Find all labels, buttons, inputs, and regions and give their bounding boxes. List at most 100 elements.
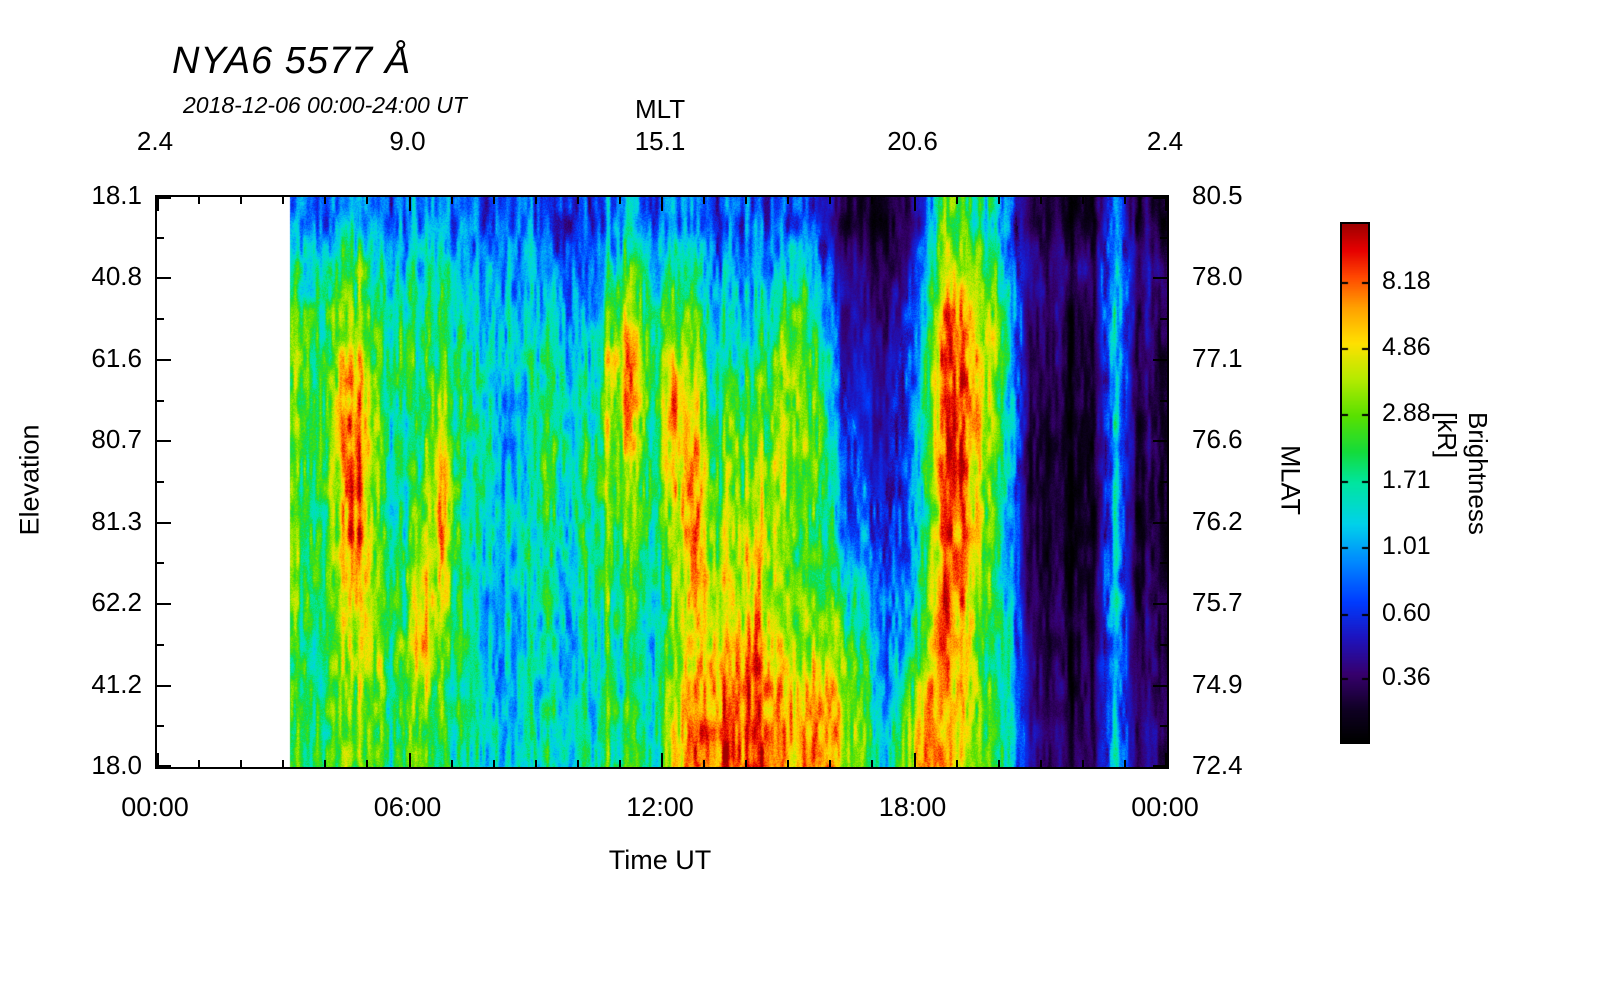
tick-mark <box>703 760 705 767</box>
tick-mark <box>745 760 747 767</box>
plot-title: NYA6 5577 Å <box>172 40 412 82</box>
tick-mark <box>787 197 789 204</box>
right-tick-label: 80.5 <box>1192 180 1243 210</box>
tick-mark <box>240 197 242 204</box>
right-tick-label: 77.1 <box>1192 342 1243 373</box>
tick-mark <box>493 197 495 204</box>
tick-mark <box>366 760 368 767</box>
tick-mark <box>914 753 916 767</box>
tick-mark <box>157 359 171 361</box>
bottom-tick-label: 18:00 <box>878 792 947 822</box>
tick-mark <box>198 197 200 204</box>
tick-mark <box>577 197 579 204</box>
right-tick-label: 72.4 <box>1192 750 1243 780</box>
bottom-tick-label: 12:00 <box>626 792 694 822</box>
tick-mark <box>1165 197 1167 211</box>
tick-mark <box>1153 765 1167 767</box>
tick-mark <box>157 197 159 211</box>
tick-mark <box>1160 318 1167 320</box>
tick-mark <box>661 197 663 211</box>
right-tick-label: 75.7 <box>1192 587 1243 618</box>
tick-mark <box>703 197 705 204</box>
tick-mark <box>871 760 873 767</box>
left-tick-label: 61.6 <box>91 342 142 373</box>
colorbar-tick-label: 4.86 <box>1382 333 1431 361</box>
tick-mark <box>1153 277 1167 279</box>
right-axis-label: MLAT <box>1275 444 1306 516</box>
tick-mark <box>619 760 621 767</box>
tick-mark <box>240 760 242 767</box>
top-tick-label: 2.4 <box>136 126 174 156</box>
tick-mark <box>1040 760 1042 767</box>
tick-mark <box>157 562 164 564</box>
tick-mark <box>1160 237 1167 239</box>
right-tick-label: 74.9 <box>1192 668 1243 699</box>
tick-mark <box>157 237 164 239</box>
tick-mark <box>282 197 284 204</box>
tick-mark <box>787 760 789 767</box>
tick-mark <box>1160 400 1167 402</box>
tick-mark <box>366 197 368 204</box>
tick-mark <box>157 603 171 605</box>
left-tick-label: 81.3 <box>91 505 142 536</box>
tick-mark <box>661 753 663 767</box>
tick-mark <box>1153 685 1167 687</box>
tick-mark <box>1124 197 1126 204</box>
left-tick-label: 62.2 <box>91 587 142 618</box>
right-tick-label: 78.0 <box>1192 261 1243 292</box>
tick-mark <box>324 197 326 204</box>
tick-mark <box>282 760 284 767</box>
tick-mark <box>1082 197 1084 204</box>
tick-mark <box>956 197 958 204</box>
tick-mark <box>451 197 453 204</box>
top-axis-label: MLT <box>635 94 686 124</box>
colorbar-tick-label: 1.01 <box>1382 532 1431 560</box>
tick-mark <box>157 644 164 646</box>
tick-mark <box>157 765 171 767</box>
colorbar-label: Brightness [kR] <box>1432 412 1493 535</box>
top-tick-label: 20.6 <box>887 126 938 156</box>
tick-mark <box>998 197 1000 204</box>
tick-mark <box>409 753 411 767</box>
tick-mark <box>1040 197 1042 204</box>
bottom-tick-label: 00:00 <box>121 792 189 822</box>
colorbar-tick-label: 8.18 <box>1382 267 1431 295</box>
tick-mark <box>157 725 164 727</box>
right-tick-label: 76.6 <box>1192 424 1243 455</box>
left-tick-label: 18.1 <box>91 180 142 210</box>
tick-mark <box>409 197 411 211</box>
tick-mark <box>451 760 453 767</box>
left-axis-label: Elevation <box>14 424 45 536</box>
colorbar-tick-label: 0.60 <box>1382 599 1431 627</box>
tick-mark <box>535 760 537 767</box>
plot-area <box>155 195 1169 769</box>
left-tick-label: 18.0 <box>91 750 142 780</box>
tick-mark <box>619 197 621 204</box>
tick-mark <box>1082 760 1084 767</box>
tick-mark <box>956 760 958 767</box>
tick-mark <box>1124 760 1126 767</box>
left-tick-label: 41.2 <box>91 668 142 699</box>
tick-mark <box>1165 753 1167 767</box>
tick-mark <box>157 318 164 320</box>
colorbar <box>1340 222 1370 744</box>
tick-mark <box>1153 603 1167 605</box>
tick-mark <box>157 753 159 767</box>
tick-mark <box>535 197 537 204</box>
top-tick-label: 9.0 <box>389 126 426 156</box>
tick-mark <box>157 481 164 483</box>
tick-mark <box>157 440 171 442</box>
tick-mark <box>1160 481 1167 483</box>
tick-mark <box>1153 440 1167 442</box>
left-tick-label: 80.7 <box>91 424 142 455</box>
top-tick-label: 15.1 <box>634 126 686 156</box>
tick-mark <box>157 400 164 402</box>
tick-mark <box>829 760 831 767</box>
tick-mark <box>157 197 171 199</box>
tick-mark <box>871 197 873 204</box>
tick-mark <box>157 277 171 279</box>
tick-mark <box>1153 197 1167 199</box>
tick-mark <box>157 522 171 524</box>
tick-mark <box>157 685 171 687</box>
